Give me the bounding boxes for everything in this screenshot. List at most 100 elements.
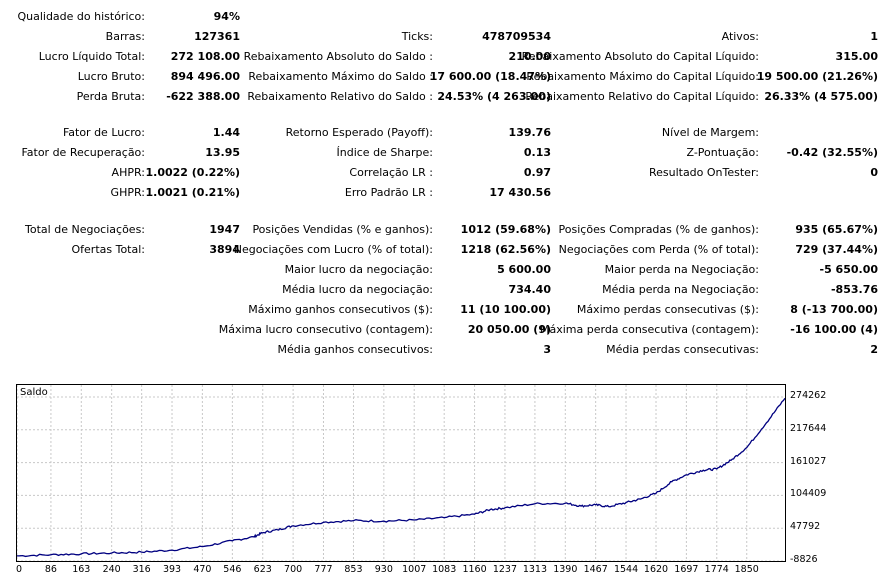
value-profit-factor: 1.44 bbox=[212, 126, 240, 139]
label-equity-rel-drawdown: Rebaixamento Relativo do Capital Líquido… bbox=[525, 90, 759, 103]
x-tick-label: 470 bbox=[193, 564, 212, 575]
value-balance-rel-drawdown: 24.53% (4 263.00) bbox=[437, 90, 551, 103]
value-assets: 1 bbox=[870, 30, 878, 43]
label-average-loss: Média perda na Negociação: bbox=[602, 283, 759, 296]
value-ontester-result: 0 bbox=[870, 166, 878, 179]
label-balance-abs-drawdown: Rebaixamento Absoluto do Saldo : bbox=[243, 50, 433, 63]
x-tick-label: 1467 bbox=[583, 564, 608, 575]
value-expected-payoff: 139.76 bbox=[508, 126, 551, 139]
value-largest-loss: -5 650.00 bbox=[819, 263, 879, 276]
value-max-consecutive-loss: -16 100.00 (4) bbox=[790, 323, 878, 336]
value-history-quality: 94% bbox=[213, 10, 240, 23]
label-largest-loss: Maior perda na Negociação: bbox=[604, 263, 759, 276]
label-total-deals: Ofertas Total: bbox=[71, 243, 146, 256]
label-average-consecutive-losses: Média perdas consecutivas: bbox=[606, 343, 759, 356]
label-short-positions: Posições Vendidas (% e ganhos): bbox=[252, 223, 433, 236]
label-net-profit: Lucro Líquido Total: bbox=[38, 50, 145, 63]
value-max-consecutive-wins: 11 (10 100.00) bbox=[460, 303, 551, 316]
x-tick-label: 1697 bbox=[674, 564, 699, 575]
value-total-deals: 3894 bbox=[209, 243, 240, 256]
value-lr-std-error: 17 430.56 bbox=[489, 186, 551, 199]
label-lr-std-error: Erro Padrão LR : bbox=[344, 186, 433, 199]
x-tick-label: 1313 bbox=[522, 564, 547, 575]
value-recovery-factor: 13.95 bbox=[205, 146, 240, 159]
results-report: Qualidade do histórico: 94% Barras: 1273… bbox=[17, 10, 879, 356]
label-long-positions: Posições Compradas (% de ganhos): bbox=[558, 223, 759, 236]
value-bars: 127361 bbox=[194, 30, 240, 43]
x-tick-label: 1620 bbox=[643, 564, 669, 575]
x-tick-label: 316 bbox=[132, 564, 151, 575]
label-total-trades: Total de Negociações: bbox=[25, 223, 145, 236]
x-tick-label: 1237 bbox=[492, 564, 518, 575]
value-lr-correlation: 0.97 bbox=[523, 166, 551, 179]
value-ahpr: 1.0022 (0.22%) bbox=[145, 166, 241, 179]
label-ghpr: GHPR: bbox=[110, 186, 145, 199]
x-tick-label: 1390 bbox=[553, 564, 578, 575]
x-tick-label: 1544 bbox=[613, 564, 639, 575]
label-average-consecutive-wins: Média ganhos consecutivos: bbox=[277, 343, 433, 356]
value-gross-loss: -622 388.00 bbox=[166, 90, 240, 103]
label-profit-trades: Negociações com Lucro (% of total): bbox=[233, 243, 433, 256]
label-bars: Barras: bbox=[105, 30, 145, 43]
x-tick-label: 1007 bbox=[402, 564, 427, 575]
label-margin-level: Nível de Margem: bbox=[661, 126, 759, 139]
value-average-loss: -853.76 bbox=[830, 283, 878, 296]
value-equity-max-drawdown: 19 500.00 (21.26%) bbox=[756, 70, 878, 83]
label-equity-max-drawdown: Rebaixamento Máximo do Capital Líquido: bbox=[526, 70, 759, 83]
value-equity-rel-drawdown: 26.33% (4 575.00) bbox=[764, 90, 878, 103]
value-long-positions: 935 (65.67%) bbox=[795, 223, 878, 236]
y-tick-label: -8826 bbox=[790, 554, 818, 565]
x-tick-label: 700 bbox=[284, 564, 303, 575]
x-tick-label: 853 bbox=[344, 564, 363, 575]
label-ontester-result: Resultado OnTester: bbox=[648, 166, 759, 179]
label-lr-correlation: Correlação LR : bbox=[349, 166, 433, 179]
value-total-trades: 1947 bbox=[209, 223, 240, 236]
y-tick-label: 47792 bbox=[790, 521, 821, 533]
balance-series-line bbox=[17, 397, 785, 558]
value-max-consecutive-losses: 8 (-13 700.00) bbox=[790, 303, 878, 316]
x-tick-label: 777 bbox=[314, 564, 333, 575]
label-max-consecutive-loss: Máxima perda consecutiva (contagem): bbox=[540, 323, 759, 336]
value-sharpe-ratio: 0.13 bbox=[523, 146, 551, 159]
value-net-profit: 272 108.00 bbox=[170, 50, 240, 63]
y-tick-label: 161027 bbox=[790, 455, 827, 467]
x-tick-label: 163 bbox=[72, 564, 91, 575]
value-ticks: 478709534 bbox=[482, 30, 551, 43]
value-balance-abs-drawdown: 210.00 bbox=[508, 50, 551, 63]
label-ahpr: AHPR: bbox=[111, 166, 145, 179]
x-tick-label: 1774 bbox=[704, 564, 729, 575]
value-gross-profit: 894 496.00 bbox=[170, 70, 240, 83]
x-tick-label: 546 bbox=[223, 564, 242, 575]
label-max-consecutive-wins: Máximo ganhos consecutivos ($): bbox=[248, 303, 433, 316]
x-tick-label: 1083 bbox=[432, 564, 457, 575]
x-tick-label: 1850 bbox=[734, 564, 759, 575]
label-average-profit: Média lucro da negociação: bbox=[282, 283, 433, 296]
label-gross-profit: Lucro Bruto: bbox=[77, 70, 145, 83]
label-loss-trades: Negociações com Perda (% of total): bbox=[558, 243, 759, 256]
label-largest-profit: Maior lucro da negociação: bbox=[284, 263, 433, 276]
label-recovery-factor: Fator de Recuperação: bbox=[21, 146, 145, 159]
chart-title: Saldo bbox=[20, 387, 48, 398]
label-balance-rel-drawdown: Rebaixamento Relativo do Saldo : bbox=[247, 90, 433, 103]
x-tick-label: 0 bbox=[15, 564, 23, 575]
label-profit-factor: Fator de Lucro: bbox=[62, 126, 145, 139]
value-balance-max-drawdown: 17 600.00 (18.47%) bbox=[429, 70, 551, 83]
x-tick-label: 930 bbox=[374, 564, 393, 575]
value-average-profit: 734.40 bbox=[508, 283, 551, 296]
label-gross-loss: Perda Bruta: bbox=[76, 90, 145, 103]
label-z-score: Z-Pontuação: bbox=[686, 146, 759, 159]
value-loss-trades: 729 (37.44%) bbox=[795, 243, 878, 256]
balance-chart: Saldo bbox=[16, 384, 786, 562]
value-average-consecutive-losses: 2 bbox=[870, 343, 878, 356]
value-largest-profit: 5 600.00 bbox=[497, 263, 551, 276]
x-tick-label: 623 bbox=[253, 564, 272, 575]
label-expected-payoff: Retorno Esperado (Payoff): bbox=[285, 126, 433, 139]
y-tick-label: 274262 bbox=[790, 390, 827, 401]
value-short-positions: 1012 (59.68%) bbox=[460, 223, 551, 236]
x-tick-label: 240 bbox=[102, 564, 121, 575]
value-z-score: -0.42 (32.55%) bbox=[786, 146, 878, 159]
label-max-consecutive-losses: Máximo perdas consecutivas ($): bbox=[576, 303, 759, 316]
x-tick-label: 393 bbox=[162, 564, 182, 575]
y-tick-label: 104409 bbox=[790, 488, 827, 500]
balance-chart-plot bbox=[17, 385, 785, 561]
